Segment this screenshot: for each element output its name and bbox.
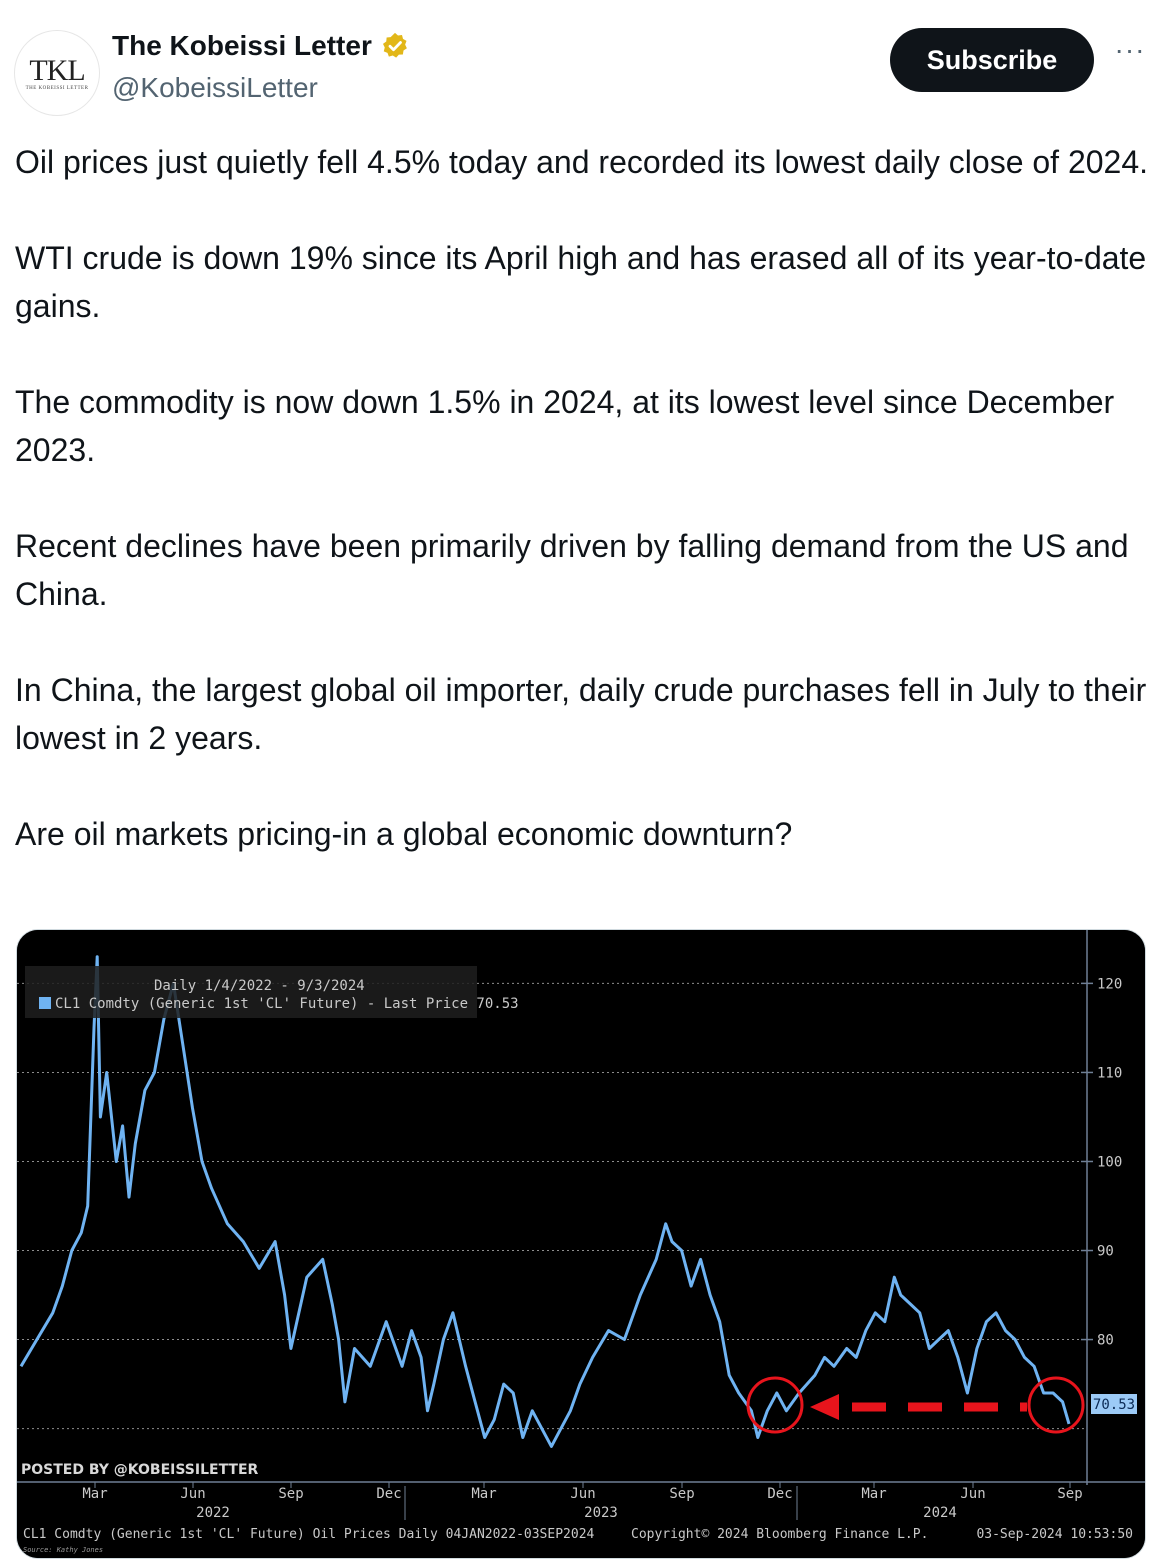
x-tick-label: Jun xyxy=(180,1486,205,1502)
x-year-label: 2023 xyxy=(584,1505,618,1521)
chart-watermark: POSTED BY @KOBEISSILETTER xyxy=(21,1462,259,1478)
tweet-paragraph: WTI crude is down 19% since its April hi… xyxy=(15,240,1147,324)
chart-image[interactable]: 80 90 100 110 120 Daily 1/4/2022 - 9/3/2024 … xyxy=(16,929,1146,1559)
x-tick-label: Sep xyxy=(278,1486,303,1502)
chart-source-note: Source: Kathy Jones xyxy=(23,1546,103,1554)
x-tick-label: Mar xyxy=(471,1486,496,1502)
tweet-paragraph: The commodity is now down 1.5% in 2024, … xyxy=(15,384,1115,468)
arrow-head-icon xyxy=(810,1394,839,1420)
y-tick-label: 110 xyxy=(1097,1065,1122,1081)
verified-badge-icon xyxy=(382,32,407,58)
x-year-label: 2022 xyxy=(196,1505,230,1521)
chart-legend-label: CL1 Comdty (Generic 1st 'CL' Future) - L… xyxy=(55,996,519,1012)
last-price-label: 70.53 xyxy=(1093,1397,1135,1413)
legend-swatch xyxy=(39,997,51,1009)
author-name-row: The Kobeissi Letter xyxy=(112,30,410,62)
x-year-label: 2024 xyxy=(923,1505,957,1521)
legend-box xyxy=(25,966,477,1018)
x-tick-label: Jun xyxy=(570,1486,595,1502)
tweet-paragraph: Recent declines have been primarily driv… xyxy=(15,528,1129,612)
x-tick-label: Mar xyxy=(82,1486,107,1502)
annotation-group xyxy=(746,1376,1085,1434)
subscribe-button[interactable]: Subscribe xyxy=(890,28,1094,92)
tweet-header: TKL THE KOBEISSI LETTER The Kobeissi Let… xyxy=(0,0,1168,120)
x-tick-label: Jun xyxy=(960,1486,985,1502)
author-handle[interactable]: @KobeissiLetter xyxy=(112,72,318,103)
avatar-subtext: THE KOBEISSI LETTER xyxy=(25,85,89,91)
tweet-paragraph: In China, the largest global oil importe… xyxy=(15,672,1147,756)
more-options-icon[interactable]: ··· xyxy=(1114,34,1146,65)
avatar[interactable]: TKL THE KOBEISSI LETTER xyxy=(14,30,100,116)
tweet-paragraph: Oil prices just quietly fell 4.5% today … xyxy=(15,144,1149,180)
chart-range-label: Daily 1/4/2022 - 9/3/2024 xyxy=(154,978,365,994)
x-tick-label: Dec xyxy=(767,1486,792,1502)
y-tick-label: 80 xyxy=(1097,1333,1114,1349)
author-name[interactable]: The Kobeissi Letter xyxy=(112,30,372,61)
last-price-badge xyxy=(1091,1394,1137,1414)
chart-footer-right: 03-Sep-2024 10:53:50 xyxy=(976,1527,1133,1542)
tweet-body: Oil prices just quietly fell 4.5% today … xyxy=(15,138,1155,858)
chart-footer-left: CL1 Comdty (Generic 1st 'CL' Future) Oil… xyxy=(23,1527,595,1542)
y-tick-label: 120 xyxy=(1097,976,1122,992)
low-dec-2023-circle xyxy=(746,1376,804,1434)
avatar-monogram: TKL xyxy=(29,53,85,87)
chart-footer-center: Copyright© 2024 Bloomberg Finance L.P. xyxy=(631,1527,928,1542)
y-tick-label: 100 xyxy=(1097,1154,1122,1170)
y-tick-label: 90 xyxy=(1097,1244,1114,1260)
x-tick-label: Mar xyxy=(861,1486,886,1502)
current-low-circle xyxy=(1027,1376,1085,1434)
x-tick-label: Dec xyxy=(376,1486,401,1502)
tweet-paragraph: Are oil markets pricing-in a global econ… xyxy=(15,816,793,852)
x-tick-label: Sep xyxy=(669,1486,694,1502)
x-tick-label: Sep xyxy=(1057,1486,1082,1502)
